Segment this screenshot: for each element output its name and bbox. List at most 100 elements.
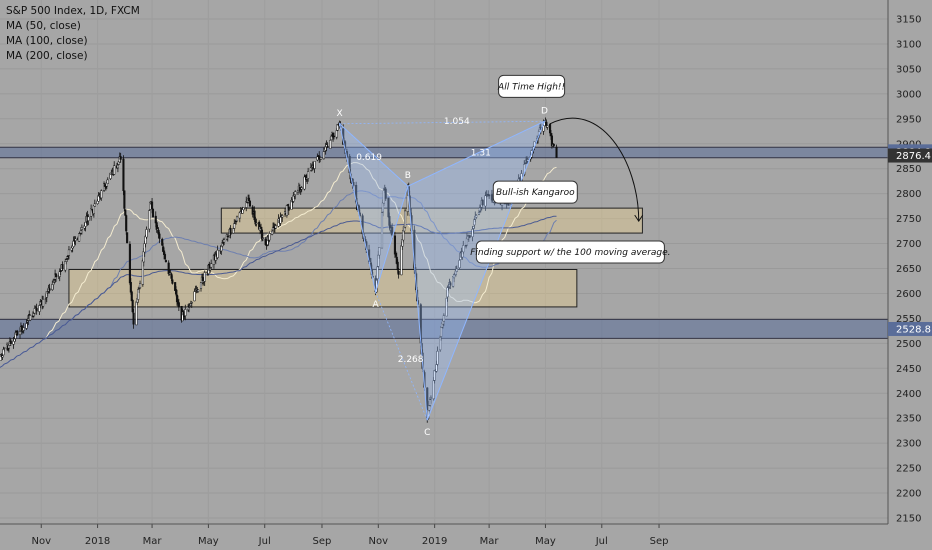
candle [190, 301, 193, 308]
pattern-ratio-label: 2.268 [398, 355, 424, 365]
y-tick-label: 2950 [896, 114, 921, 125]
pattern-point-label: X [336, 109, 342, 119]
candle [404, 208, 407, 229]
candle [161, 237, 164, 247]
candle [135, 301, 138, 326]
candle [307, 167, 310, 182]
candle [303, 174, 306, 191]
candle [332, 132, 336, 140]
candle [22, 323, 25, 334]
callout-text: Bull-ish Kangaroo [496, 188, 575, 198]
resistance-band [0, 147, 888, 158]
x-tick-label: May [198, 536, 219, 547]
candle [223, 237, 226, 246]
candle [378, 247, 381, 259]
candle [145, 226, 148, 239]
x-tick-label: 2019 [422, 536, 447, 547]
arrow-head [634, 214, 644, 222]
candle [253, 206, 256, 223]
x-tick-label: Sep [650, 536, 669, 547]
candle [481, 199, 484, 207]
candle [488, 194, 491, 199]
candle [458, 258, 461, 269]
candle [164, 259, 167, 263]
candle [442, 313, 445, 326]
y-tick-label: 2500 [896, 339, 921, 350]
candle [203, 270, 206, 286]
x-tick-label: Nov [369, 536, 389, 547]
y-tick-label: 3150 [896, 15, 921, 26]
candle [122, 155, 125, 196]
x-tick-label: Jul [258, 536, 271, 547]
candle [546, 124, 549, 130]
y-tick-label: 2750 [896, 214, 921, 225]
candle [245, 196, 248, 212]
candle [9, 338, 12, 346]
candle [38, 304, 41, 315]
candle [119, 152, 122, 163]
y-tick-label: 2400 [896, 389, 921, 400]
legend-title: S&P 500 Index, 1D, FXCM [6, 5, 140, 17]
candle [300, 186, 303, 193]
candle [439, 335, 442, 352]
resistance-band [0, 319, 888, 339]
candle [432, 376, 435, 401]
candle [552, 143, 555, 148]
candle [261, 233, 264, 242]
candle [184, 304, 187, 321]
candle [171, 275, 174, 285]
candle [123, 190, 126, 212]
candle [113, 161, 116, 175]
candle [326, 142, 329, 148]
candle [330, 134, 333, 141]
pattern-ratio-line [407, 120, 545, 187]
candle [462, 240, 465, 255]
x-tick-label: 2018 [85, 536, 110, 547]
candle [132, 309, 135, 329]
candle [35, 303, 38, 315]
support-box [220, 207, 643, 234]
callout: Bull-ish Kangaroo [492, 180, 578, 204]
candle [158, 231, 161, 244]
y-tick-label: 2350 [896, 414, 921, 425]
ma-200-line [0, 215, 557, 368]
candle [320, 157, 323, 160]
y-tick-label: 3050 [896, 64, 921, 75]
candle [163, 252, 167, 260]
candle [197, 289, 200, 293]
legend-ma-200: MA (200, close) [6, 50, 88, 62]
candle [93, 199, 96, 207]
candle [151, 208, 155, 218]
y-tick-label: 2200 [896, 489, 921, 500]
candle [446, 286, 449, 302]
y-tick-label: 2150 [896, 514, 921, 525]
candle [313, 160, 316, 173]
legend-ma-100: MA (100, close) [6, 35, 88, 47]
candle [555, 144, 558, 158]
pattern-ratio-line [339, 123, 409, 187]
candle [84, 221, 87, 232]
x-tick-label: Jul [595, 536, 608, 547]
callout: All Time High!! [497, 74, 565, 98]
candle [74, 236, 77, 246]
candle [177, 298, 180, 312]
x-tick-label: May [535, 536, 556, 547]
candle [48, 283, 51, 294]
pattern-point-label: A [372, 300, 379, 310]
y-tick-label: 2700 [896, 239, 921, 250]
pattern-triangle-xab [338, 122, 409, 294]
candle [248, 200, 251, 208]
y-tick-label: 2600 [896, 289, 921, 300]
candle [131, 299, 134, 314]
callout: Finding support w/ the 100 moving averag… [470, 240, 671, 264]
callouts: All Time High!! Bull-ish Kangaroo Finding … [470, 74, 671, 264]
candle [468, 235, 471, 239]
candle [242, 207, 245, 211]
candle [80, 224, 83, 235]
candle [229, 225, 232, 239]
candle [281, 214, 284, 222]
y-tick-label: 2650 [896, 264, 921, 275]
